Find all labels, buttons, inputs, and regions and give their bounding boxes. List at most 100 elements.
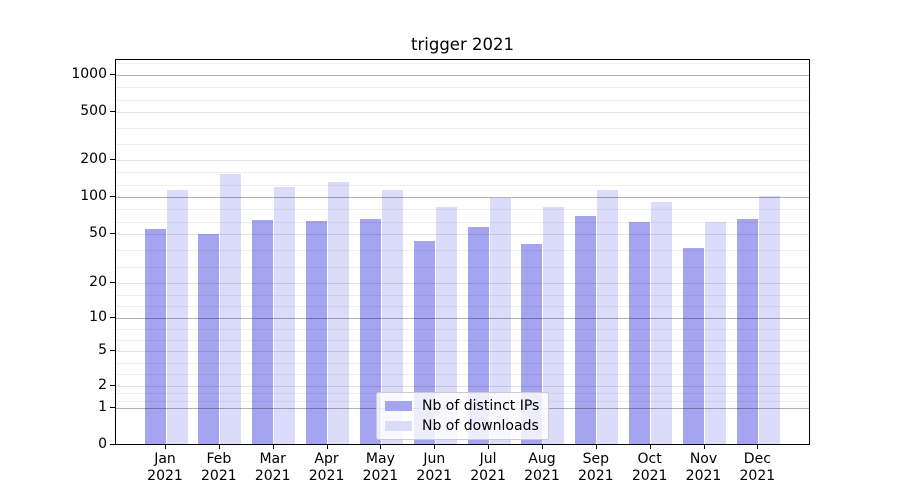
gridline bbox=[116, 62, 809, 64]
x-tick-mark bbox=[380, 445, 382, 449]
gridline bbox=[116, 197, 809, 198]
x-tick-label-mar: Mar 2021 bbox=[254, 451, 291, 484]
gridline bbox=[116, 250, 809, 252]
bar-downloads-aug bbox=[543, 206, 565, 444]
gridline bbox=[116, 128, 809, 129]
x-tick-mark bbox=[703, 445, 705, 449]
gridline bbox=[116, 362, 809, 364]
x-tick-mark bbox=[595, 445, 597, 449]
gridline bbox=[116, 329, 809, 330]
x-tick-label-sep: Sep 2021 bbox=[577, 451, 614, 484]
bar-distinct-ips-may bbox=[359, 218, 381, 444]
bar-distinct-ips-sep bbox=[575, 215, 597, 444]
y-tick-mark bbox=[110, 233, 115, 234]
x-tick-label-may: May 2021 bbox=[362, 451, 399, 484]
bar-distinct-ips-feb bbox=[198, 234, 220, 444]
gridline bbox=[116, 283, 809, 284]
bar-downloads-jul bbox=[489, 198, 511, 444]
x-tick-mark bbox=[218, 445, 220, 449]
gridline bbox=[116, 294, 809, 296]
y-tick-label: 500 bbox=[80, 103, 107, 119]
bar-distinct-ips-oct bbox=[629, 222, 651, 444]
bar-downloads-jan bbox=[166, 189, 188, 444]
legend-swatch-icon bbox=[385, 421, 412, 431]
gridline bbox=[116, 160, 809, 161]
bar-downloads-feb bbox=[220, 174, 242, 444]
y-tick-label: 200 bbox=[80, 151, 107, 167]
y-tick-label: 50 bbox=[89, 225, 107, 241]
y-tick-mark bbox=[110, 385, 115, 386]
y-tick-label: 1 bbox=[98, 399, 107, 415]
y-tick-mark bbox=[110, 317, 115, 318]
bar-distinct-ips-jul bbox=[467, 226, 489, 444]
x-tick-mark bbox=[326, 445, 328, 449]
y-tick-mark bbox=[110, 111, 115, 112]
legend-swatch-icon bbox=[385, 401, 412, 411]
gridline bbox=[116, 266, 809, 268]
y-tick-mark bbox=[110, 282, 115, 283]
y-tick-label: 100 bbox=[80, 188, 107, 204]
y-tick-mark bbox=[110, 444, 115, 445]
gridline bbox=[116, 386, 809, 387]
y-tick-label: 0 bbox=[98, 436, 107, 452]
bar-distinct-ips-dec bbox=[736, 218, 758, 444]
y-tick-label: 1000 bbox=[71, 66, 107, 82]
gridline bbox=[116, 351, 809, 352]
x-tick-label-feb: Feb 2021 bbox=[201, 451, 237, 484]
bar-distinct-ips-jan bbox=[144, 228, 166, 444]
x-tick-label-oct: Oct 2021 bbox=[631, 451, 668, 484]
gridline bbox=[116, 75, 809, 76]
gridline bbox=[116, 209, 809, 211]
gridline bbox=[116, 306, 809, 308]
bar-downloads-may bbox=[381, 189, 403, 444]
gridline bbox=[116, 87, 809, 89]
y-tick-mark bbox=[110, 196, 115, 197]
legend-item: Nb of downloads bbox=[385, 418, 539, 434]
gridline bbox=[116, 221, 809, 223]
gridline bbox=[116, 340, 809, 341]
gridline bbox=[116, 374, 809, 376]
legend-label: Nb of distinct IPs bbox=[422, 398, 540, 414]
y-tick-label: 10 bbox=[89, 309, 107, 325]
y-tick-label: 5 bbox=[98, 342, 107, 358]
x-tick-mark bbox=[488, 445, 490, 449]
x-tick-label-nov: Nov 2021 bbox=[685, 451, 722, 484]
gridline bbox=[116, 234, 809, 235]
y-tick-mark bbox=[110, 407, 115, 408]
x-tick-mark bbox=[541, 445, 543, 449]
x-tick-mark bbox=[434, 445, 436, 449]
x-tick-mark bbox=[649, 445, 651, 449]
y-tick-mark bbox=[110, 350, 115, 351]
bar-downloads-dec bbox=[758, 196, 780, 444]
y-tick-label: 20 bbox=[89, 274, 107, 290]
x-tick-mark bbox=[272, 445, 274, 449]
bar-downloads-jun bbox=[435, 206, 457, 444]
chart-title: trigger 2021 bbox=[411, 35, 514, 54]
bar-downloads-nov bbox=[705, 222, 726, 444]
bar-downloads-oct bbox=[651, 202, 673, 444]
x-tick-mark bbox=[165, 445, 166, 449]
bar-distinct-ips-apr bbox=[306, 220, 328, 444]
bar-downloads-mar bbox=[274, 187, 296, 444]
gridline bbox=[116, 144, 809, 145]
bar-downloads-apr bbox=[328, 181, 350, 444]
legend: Nb of distinct IPs Nb of downloads bbox=[376, 392, 550, 440]
gridline bbox=[116, 99, 809, 101]
y-tick-label: 2 bbox=[98, 377, 107, 393]
legend-item: Nb of distinct IPs bbox=[385, 398, 539, 414]
gridline bbox=[116, 184, 809, 186]
x-tick-label-jan: Jan 2021 bbox=[147, 451, 183, 484]
bar-distinct-ips-nov bbox=[683, 248, 704, 444]
y-tick-mark bbox=[110, 74, 115, 75]
gridline bbox=[116, 172, 809, 174]
y-tick-mark bbox=[110, 159, 115, 160]
gridline bbox=[116, 318, 809, 319]
legend-label: Nb of downloads bbox=[422, 418, 539, 434]
x-tick-mark bbox=[757, 445, 759, 449]
x-tick-label-apr: Apr 2021 bbox=[308, 451, 345, 484]
x-tick-label-jun: Jun 2021 bbox=[416, 451, 453, 484]
plot-area bbox=[115, 59, 810, 445]
gridline bbox=[116, 112, 809, 113]
x-tick-label-aug: Aug 2021 bbox=[524, 451, 560, 484]
